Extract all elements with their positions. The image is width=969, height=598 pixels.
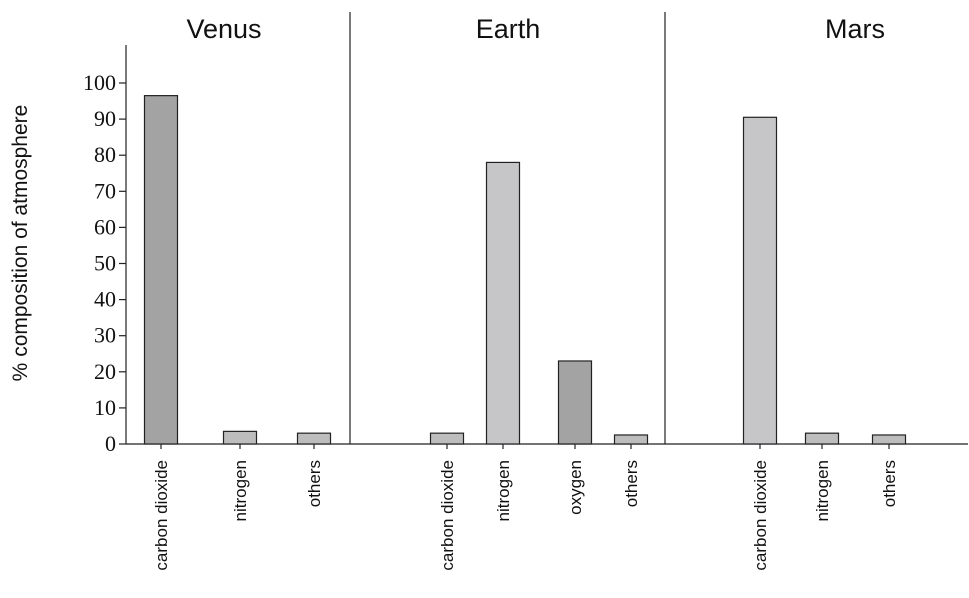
bar-earth-others <box>613 434 649 445</box>
bar-mars-others <box>871 434 907 445</box>
bars <box>143 95 907 445</box>
x-tick-label: others <box>305 460 324 507</box>
y-ticks: 0 10 20 30 40 50 60 70 80 90 100 <box>83 70 126 456</box>
y-axis-label: % composition of atmosphere <box>9 105 32 382</box>
bar-earth-nitrogen <box>485 161 521 445</box>
bar-venus-carbon-dioxide <box>143 95 179 445</box>
y-tick-label: 50 <box>94 251 116 276</box>
x-tick-label: others <box>880 460 899 507</box>
y-tick-label: 60 <box>94 214 116 239</box>
x-tick-label: oxygen <box>566 460 585 515</box>
panel-title-mars: Mars <box>825 14 885 44</box>
y-tick-label: 80 <box>94 142 116 167</box>
bar-mars-nitrogen <box>804 432 840 445</box>
bar-mars-carbon-dioxide <box>742 116 778 445</box>
x-tick-label: nitrogen <box>231 460 250 521</box>
x-tick-label: nitrogen <box>494 460 513 521</box>
x-tick-label: carbon dioxide <box>751 460 770 571</box>
bar-earth-oxygen <box>557 360 593 445</box>
x-tick-labels: carbon dioxide nitrogen others carbon dioxi… <box>152 444 899 571</box>
x-tick-label: carbon dioxide <box>438 460 457 571</box>
y-tick-label: 30 <box>94 323 116 348</box>
bar-venus-others <box>296 432 332 445</box>
y-tick-label: 90 <box>94 106 116 131</box>
panel-title-earth: Earth <box>476 14 541 44</box>
y-tick-label: 20 <box>94 359 116 384</box>
y-tick-label: 100 <box>83 70 116 95</box>
bar-venus-nitrogen <box>222 430 258 445</box>
x-tick-label: nitrogen <box>813 460 832 521</box>
panel-title-venus: Venus <box>186 14 261 44</box>
y-tick-label: 40 <box>94 287 116 312</box>
y-tick-label: 70 <box>94 178 116 203</box>
y-tick-label: 10 <box>94 395 116 420</box>
y-tick-label: 0 <box>105 431 116 456</box>
x-tick-label: carbon dioxide <box>152 460 171 571</box>
x-tick-label: others <box>622 460 641 507</box>
bar-earth-carbon-dioxide <box>429 432 465 445</box>
